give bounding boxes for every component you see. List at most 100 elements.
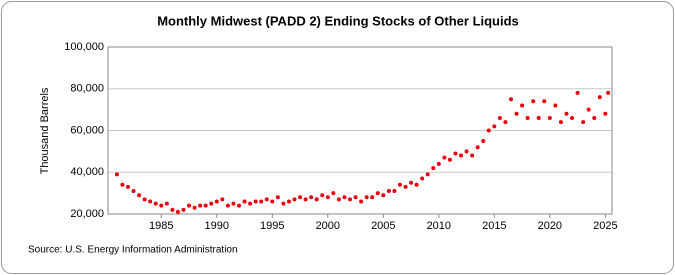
data-point — [203, 203, 208, 208]
data-point — [409, 180, 414, 185]
data-point — [309, 195, 314, 200]
data-point — [431, 166, 436, 171]
data-point — [342, 195, 347, 200]
data-point — [542, 99, 547, 104]
data-point — [525, 115, 530, 120]
data-point — [292, 197, 297, 202]
data-point — [286, 199, 291, 204]
data-point — [236, 203, 241, 208]
data-point — [331, 191, 336, 196]
data-point — [364, 195, 369, 200]
source-note: Source: U.S. Energy Information Administ… — [28, 245, 238, 256]
x-tick-label: 1995 — [260, 220, 284, 232]
data-point — [220, 197, 225, 202]
data-point — [497, 115, 502, 120]
data-point — [181, 207, 186, 212]
data-point — [370, 195, 375, 200]
data-point — [603, 111, 608, 116]
data-point — [492, 124, 497, 129]
data-point — [464, 149, 469, 154]
data-point — [558, 120, 563, 125]
data-point — [403, 184, 408, 189]
data-point — [125, 184, 130, 189]
data-point — [581, 120, 586, 125]
data-point — [508, 97, 513, 102]
data-point — [320, 193, 325, 198]
x-tick-label: 2015 — [482, 220, 506, 232]
data-point — [475, 145, 480, 150]
data-point — [386, 189, 391, 194]
data-point — [137, 193, 142, 198]
data-point — [142, 197, 147, 202]
data-point — [120, 182, 125, 187]
data-point — [503, 120, 508, 125]
data-point — [592, 115, 597, 120]
y-tick-label: 40,000 — [70, 166, 104, 178]
data-point — [442, 155, 447, 160]
data-point — [336, 197, 341, 202]
data-point — [606, 90, 611, 95]
x-tick-label: 1985 — [149, 220, 173, 232]
data-point — [481, 138, 486, 143]
data-point — [270, 199, 275, 204]
data-point — [586, 107, 591, 112]
data-point — [514, 111, 519, 116]
data-point — [225, 203, 230, 208]
data-point — [359, 199, 364, 204]
data-point — [192, 205, 197, 210]
data-point — [175, 209, 180, 214]
data-point — [459, 153, 464, 158]
data-point — [531, 99, 536, 104]
data-point — [564, 111, 569, 116]
data-point — [264, 197, 269, 202]
data-point — [198, 203, 203, 208]
data-point — [414, 182, 419, 187]
data-point — [570, 115, 575, 120]
data-point — [470, 153, 475, 158]
data-point — [253, 199, 258, 204]
data-point — [425, 172, 430, 177]
data-point — [397, 182, 402, 187]
y-tick-label: 100,000 — [64, 41, 104, 53]
x-tick-label: 2020 — [538, 220, 562, 232]
chart-title: Monthly Midwest (PADD 2) Ending Stocks o… — [157, 13, 519, 28]
data-point — [114, 172, 119, 177]
x-tick-label: 1990 — [205, 220, 229, 232]
y-axis-label: Thousand Barrels — [39, 87, 51, 174]
data-point — [164, 201, 169, 206]
x-tick-label: 2000 — [316, 220, 340, 232]
x-tick-label: 2005 — [371, 220, 395, 232]
data-point — [453, 151, 458, 156]
data-point — [153, 201, 158, 206]
data-point — [520, 103, 525, 108]
data-point — [436, 161, 441, 166]
y-tick-label: 20,000 — [70, 208, 104, 220]
data-point — [486, 128, 491, 133]
data-point — [148, 199, 153, 204]
data-point — [242, 199, 247, 204]
data-point — [314, 197, 319, 202]
data-point — [353, 195, 358, 200]
data-point — [375, 191, 380, 196]
data-point — [187, 203, 192, 208]
data-point — [381, 193, 386, 198]
data-point — [248, 201, 253, 206]
data-point — [553, 103, 558, 108]
data-point — [275, 195, 280, 200]
data-point — [392, 189, 397, 194]
data-point — [597, 95, 602, 100]
data-point — [231, 201, 236, 206]
y-tick-label: 80,000 — [70, 83, 104, 95]
x-tick-label: 2010 — [427, 220, 451, 232]
data-point — [447, 157, 452, 162]
plot-border — [107, 46, 613, 215]
x-tick-label: 2025 — [593, 220, 617, 232]
data-point — [170, 207, 175, 212]
data-point — [298, 195, 303, 200]
data-point — [536, 115, 541, 120]
data-point — [325, 195, 330, 200]
data-point — [547, 115, 552, 120]
data-point — [209, 201, 214, 206]
